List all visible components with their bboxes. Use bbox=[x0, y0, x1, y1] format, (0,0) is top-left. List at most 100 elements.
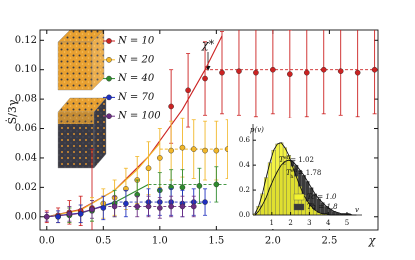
data-point bbox=[202, 147, 208, 154]
legend-label: Th = 1.8 bbox=[307, 203, 338, 211]
y-tick-label: 0.04 bbox=[15, 152, 37, 163]
y-tick-label: 0.2 bbox=[239, 186, 250, 194]
cube-side bbox=[91, 29, 105, 91]
hist-bar bbox=[297, 186, 303, 216]
data-point bbox=[190, 203, 197, 210]
legend-label: N = 10 bbox=[117, 36, 155, 47]
annotation: Teff h = 1.78 bbox=[286, 168, 321, 180]
legend-label: N = 100 bbox=[117, 111, 161, 122]
data-point bbox=[111, 203, 118, 210]
data-point bbox=[337, 68, 344, 74]
x-tick-label: 5 bbox=[345, 219, 349, 227]
annotation: χ* bbox=[201, 38, 215, 51]
data-point bbox=[77, 211, 84, 217]
data-point bbox=[168, 147, 174, 154]
y-axis-label: Ṡ/3γ bbox=[5, 99, 19, 124]
x-tick-label: 0.0 bbox=[39, 236, 55, 247]
legend-label: N = 40 bbox=[117, 73, 155, 84]
hist-bar bbox=[286, 155, 291, 216]
data-point bbox=[213, 147, 220, 154]
y-tick-label: 0.12 bbox=[15, 35, 37, 46]
x-axis-label: χ bbox=[368, 234, 377, 247]
data-point bbox=[168, 103, 174, 110]
annotation-value: = 1.02 bbox=[288, 156, 314, 164]
legend-marker bbox=[106, 57, 112, 63]
data-point bbox=[168, 203, 174, 210]
annotation-sup: eff bbox=[284, 155, 291, 161]
x-axis-label: v bbox=[355, 206, 359, 214]
data-point bbox=[202, 199, 208, 205]
data-point bbox=[66, 211, 73, 217]
y-tick-label: 0.6 bbox=[239, 136, 251, 144]
y-tick-label: 0.0 bbox=[239, 211, 250, 219]
x-tick-label: 1 bbox=[270, 219, 274, 227]
y-tick-label: 0.02 bbox=[15, 182, 37, 193]
data-point bbox=[55, 213, 61, 220]
data-point bbox=[157, 205, 163, 211]
data-point bbox=[270, 66, 276, 73]
legend-label: Tc = 1.0 bbox=[307, 193, 337, 201]
x-tick-label: 0.5 bbox=[95, 236, 111, 247]
annotation: Teff c = 1.02 bbox=[279, 155, 314, 167]
data-point bbox=[371, 66, 378, 73]
x-tick-label: 4 bbox=[326, 219, 331, 227]
legend-marker bbox=[106, 113, 112, 119]
data-point bbox=[202, 75, 208, 82]
x-tick-label: 3 bbox=[307, 219, 311, 227]
y-tick-label: 0.08 bbox=[15, 94, 37, 105]
legend-label: N = 70 bbox=[117, 92, 155, 103]
x-tick-label: 2 bbox=[288, 219, 292, 227]
data-point bbox=[219, 69, 225, 76]
hist-bar bbox=[279, 142, 284, 216]
y-tick-label: 0.10 bbox=[15, 64, 37, 75]
legend-label: N = 20 bbox=[117, 54, 155, 65]
legend-marker bbox=[106, 75, 112, 82]
fit-curve bbox=[254, 159, 357, 216]
plot-frame bbox=[39, 29, 379, 231]
y-tick-label: 0.06 bbox=[15, 123, 37, 134]
legend-marker bbox=[106, 94, 112, 101]
data-point bbox=[196, 183, 203, 189]
cube-layer bbox=[58, 112, 94, 124]
data-point bbox=[287, 71, 293, 77]
x-tick-label: 2.5 bbox=[321, 236, 337, 247]
data-point bbox=[213, 181, 220, 188]
x-tick-label: 2.0 bbox=[265, 236, 281, 247]
data-point bbox=[354, 69, 361, 76]
data-point bbox=[179, 184, 186, 191]
data-point bbox=[134, 203, 141, 210]
data-point bbox=[253, 69, 259, 76]
data-point bbox=[145, 165, 152, 172]
annotation-value: = 1.78 bbox=[295, 169, 321, 177]
data-point bbox=[179, 203, 186, 210]
y-tick-label: 0.4 bbox=[239, 161, 251, 169]
annotation-symbol: T bbox=[286, 169, 292, 177]
hist-bar bbox=[275, 143, 280, 216]
cube-images bbox=[57, 29, 107, 169]
annotation-symbol: T bbox=[279, 156, 285, 164]
annotation-sup: eff bbox=[291, 168, 298, 174]
y-axis-label: p(v) bbox=[250, 126, 264, 134]
data-point bbox=[123, 200, 129, 207]
x-tick-label: 1.5 bbox=[208, 236, 224, 247]
data-point bbox=[43, 213, 50, 220]
data-point bbox=[179, 144, 186, 151]
y-tick-label: 0.00 bbox=[15, 211, 37, 222]
data-point bbox=[157, 155, 163, 161]
annotation-sub: c bbox=[283, 161, 286, 167]
annotation-sub: h bbox=[290, 174, 294, 180]
x-tick-label: 1.0 bbox=[152, 236, 168, 247]
data-point bbox=[100, 205, 107, 211]
data-point bbox=[236, 68, 242, 74]
data-point bbox=[145, 203, 152, 210]
data-point bbox=[89, 206, 95, 213]
data-point bbox=[190, 146, 197, 152]
data-point bbox=[303, 69, 310, 76]
data-point bbox=[320, 66, 327, 73]
legend-swatch bbox=[293, 193, 305, 201]
cube-front bbox=[57, 41, 93, 91]
legend-marker bbox=[106, 38, 112, 44]
legend-swatch bbox=[293, 203, 305, 211]
data-point bbox=[185, 87, 191, 94]
